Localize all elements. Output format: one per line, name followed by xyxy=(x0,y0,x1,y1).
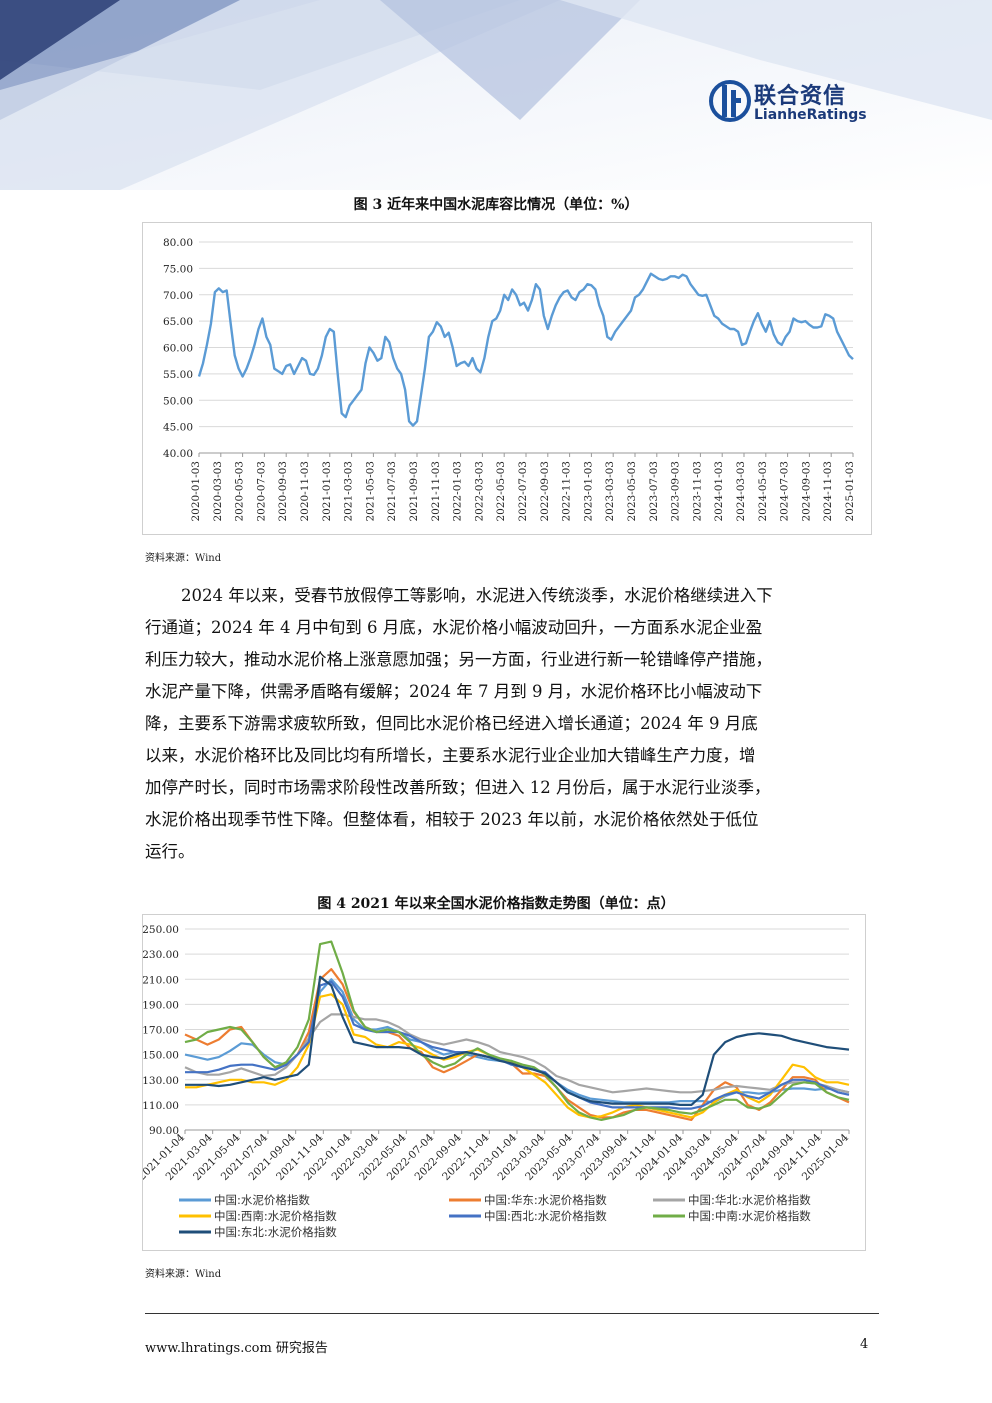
figure4-chart-frame: 250.00 230.00 210.00 190.00 170.00 150.00 130.… xyxy=(136,914,866,1251)
legend-item: 中国:水泥价格指数 xyxy=(179,1193,310,1207)
figure4-title: 图 4 2021 年以来全国水泥价格指数走势图（单位：点） xyxy=(317,896,675,912)
logo-chinese-name: 联合资信 xyxy=(754,84,847,109)
y-tick-label: 55.00 xyxy=(163,369,193,381)
y-tick-label: 110.00 xyxy=(143,1100,179,1112)
x-tick-label: 2020-07-03 xyxy=(255,461,267,522)
x-tick-label: 2023-05-03 xyxy=(626,461,638,522)
y-tick-label: 190.00 xyxy=(143,999,179,1011)
x-tick-label: 2024-11-03 xyxy=(822,461,834,522)
legend-item: 中国:华北:水泥价格指数 xyxy=(653,1193,811,1207)
footer-divider xyxy=(145,1313,879,1314)
y-tick-label: 70.00 xyxy=(163,290,193,302)
x-tick-label: 2024-03-03 xyxy=(735,461,747,522)
x-tick-label: 2022-01-03 xyxy=(452,461,464,522)
x-tick-label: 2023-01-03 xyxy=(582,461,594,522)
y-tick-label: 210.00 xyxy=(143,974,179,986)
y-tick-label: 150.00 xyxy=(143,1050,179,1062)
y-tick-label: 60.00 xyxy=(163,343,193,355)
y-tick-label: 75.00 xyxy=(163,263,193,275)
series-line-0 xyxy=(197,272,854,427)
body-paragraph: 2024 年以来，受春节放假停工等影响，水泥进入传统淡季，水泥价格继续进入下 行… xyxy=(145,580,879,868)
x-tick-label: 2020-09-03 xyxy=(277,461,289,522)
x-tick-label: 2022-11-03 xyxy=(561,461,573,522)
x-tick-label: 2020-03-03 xyxy=(212,461,224,522)
x-tick-label: 2024-07-03 xyxy=(779,461,791,522)
y-tick-label: 50.00 xyxy=(163,395,193,407)
x-tick-label: 2020-05-03 xyxy=(234,461,246,522)
paragraph-line: 行通道；2024 年 4 月中旬到 6 月底，水泥价格小幅波动回升，一方面系水泥… xyxy=(145,618,763,637)
x-tick-label: 2021-01-03 xyxy=(321,461,333,522)
x-tick-label: 2022-05-03 xyxy=(495,461,507,522)
footer-website: www.lhratings.com 研究报告 xyxy=(145,1341,328,1356)
x-tick-label: 2020-11-03 xyxy=(299,461,311,522)
legend-label: 中国:东北:水泥价格指数 xyxy=(214,1225,337,1239)
logo-english-name: LianheRatings xyxy=(754,107,867,123)
y-tick-label: 90.00 xyxy=(149,1125,179,1137)
paragraph-line: 2024 年以来，受春节放假停工等影响，水泥进入传统淡季，水泥价格继续进入下 xyxy=(181,586,773,605)
series-line-0 xyxy=(184,978,850,1104)
legend-item: 中国:华东:水泥价格指数 xyxy=(449,1193,607,1207)
x-tick-label: 2021-05-03 xyxy=(364,461,376,522)
y-tick-label: 40.00 xyxy=(163,448,193,460)
x-tick-label: 2023-09-03 xyxy=(670,461,682,522)
legend-label: 中国:华北:水泥价格指数 xyxy=(688,1193,811,1207)
figure3-chart-frame: 80.00 75.00 70.00 65.00 60.00 55.00 50.00 45.00… xyxy=(142,222,872,535)
legend-item: 中国:西南:水泥价格指数 xyxy=(179,1209,337,1223)
figure3-source: 资料来源：Wind xyxy=(145,553,222,564)
x-tick-label: 2023-11-03 xyxy=(691,461,703,522)
x-tick-label: 2022-03-03 xyxy=(473,461,485,522)
y-tick-label: 45.00 xyxy=(163,422,193,434)
series-line-6 xyxy=(185,975,850,1106)
legend-label: 中国:水泥价格指数 xyxy=(214,1193,310,1207)
x-tick-label: 2025-01-03 xyxy=(844,461,856,522)
y-tick-label: 130.00 xyxy=(143,1075,179,1087)
legend-item: 中国:东北:水泥价格指数 xyxy=(179,1225,337,1239)
lianhe-logo-icon xyxy=(709,80,751,122)
figure4-line-chart: 250.00 230.00 210.00 190.00 170.00 150.00 130.… xyxy=(136,924,852,1239)
series-line-4 xyxy=(185,980,850,1110)
paragraph-line: 运行。 xyxy=(145,842,195,861)
paragraph-line: 降，主要系下游需求疲软所致，但同比水泥价格已经进入增长通道；2024 年 9 月… xyxy=(145,714,758,733)
series-line-5 xyxy=(184,940,850,1121)
x-tick-label: 2021-11-03 xyxy=(430,461,442,522)
x-tick-label: 2022-07-03 xyxy=(517,461,529,522)
y-tick-label: 170.00 xyxy=(143,1025,179,1037)
x-tick-label: 2021-09-03 xyxy=(408,461,420,522)
y-tick-label: 80.00 xyxy=(163,237,193,249)
x-tick-label: 2022-09-03 xyxy=(539,461,551,522)
paragraph-line: 水泥价格出现季节性下降。但整体看，相较于 2023 年以前，水泥价格依然处于低位 xyxy=(145,810,759,829)
legend-item: 中国:西北:水泥价格指数 xyxy=(449,1209,607,1223)
x-tick-label: 2024-01-03 xyxy=(713,461,725,522)
x-tick-label: 2023-07-03 xyxy=(648,461,660,522)
figure3-title: 图 3 近年来中国水泥库容比情况（单位：%） xyxy=(353,197,639,213)
y-tick-label: 250.00 xyxy=(143,924,179,936)
legend-label: 中国:西北:水泥价格指数 xyxy=(484,1209,607,1223)
paragraph-line: 水泥产量下降，供需矛盾略有缓解；2024 年 7 月到 9 月，水泥价格环比小幅… xyxy=(145,682,763,701)
paragraph-line: 以来，水泥价格环比及同比均有所增长，主要系水泥行业企业加大错峰生产力度，增 xyxy=(145,746,756,765)
paragraph-line: 加停产时长，同时市场需求阶段性改善所致；但进入 12 月份后，属于水泥行业淡季， xyxy=(145,778,771,797)
x-tick-label: 2024-09-03 xyxy=(800,461,812,522)
figure3-line-chart: 80.00 75.00 70.00 65.00 60.00 55.00 50.00 45.00… xyxy=(163,237,856,522)
x-tick-label: 2020-01-03 xyxy=(190,461,202,522)
page-number: 4 xyxy=(860,1337,869,1352)
x-tick-label: 2024-05-03 xyxy=(757,461,769,522)
x-tick-label: 2021-07-03 xyxy=(386,461,398,522)
y-tick-label: 230.00 xyxy=(143,949,179,961)
x-tick-label: 2023-03-03 xyxy=(604,461,616,522)
x-tick-label: 2021-03-03 xyxy=(343,461,355,522)
paragraph-line: 利压力较大，推动水泥价格上涨意愿加强；另一方面，行业进行新一轮错峰停产措施， xyxy=(145,650,772,669)
legend-label: 中国:中南:水泥价格指数 xyxy=(688,1209,811,1223)
legend-label: 中国:华东:水泥价格指数 xyxy=(484,1193,607,1207)
legend-label: 中国:西南:水泥价格指数 xyxy=(214,1209,337,1223)
header-background xyxy=(0,0,992,190)
y-tick-label: 65.00 xyxy=(163,316,193,328)
legend-item: 中国:中南:水泥价格指数 xyxy=(653,1209,811,1223)
figure4-source: 资料来源：Wind xyxy=(145,1269,222,1280)
